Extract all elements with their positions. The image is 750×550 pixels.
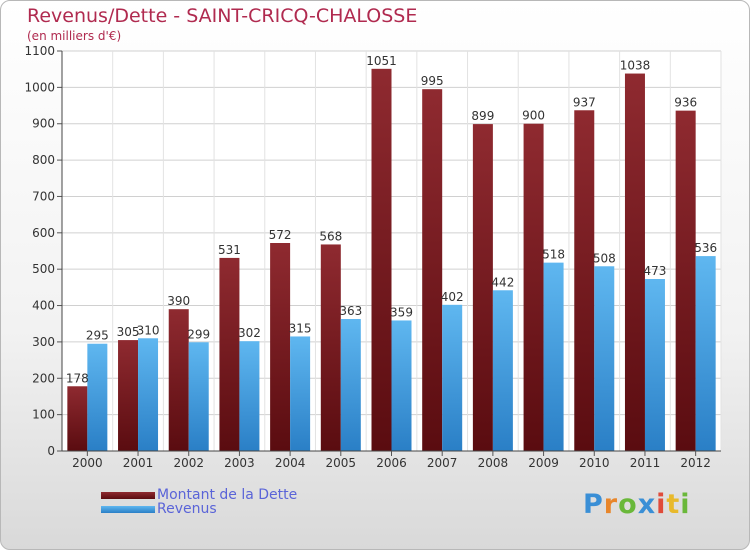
data-label-dette: 936 [674,96,697,110]
x-tick-label: 2012 [680,456,711,470]
legend-swatch-dette [101,491,155,499]
chart-subtitle: (en milliers d'€) [27,29,122,43]
x-tick-label: 2002 [173,456,204,470]
x-tick-label: 2004 [275,456,306,470]
data-label-revenus: 295 [86,329,109,343]
bar-dette [270,243,291,451]
data-label-revenus: 508 [593,251,616,265]
bar-dette [675,110,696,452]
bar-dette [219,257,240,451]
data-label-revenus: 536 [694,241,717,255]
data-label-dette: 178 [66,371,89,385]
data-label-revenus: 442 [491,275,514,289]
proxiti-logo: Proxiti [583,489,691,520]
data-label-dette: 1051 [366,54,397,68]
bar-revenus [543,262,564,451]
x-tick-label: 2009 [528,456,559,470]
data-label-dette: 390 [167,294,190,308]
data-label-revenus: 363 [339,304,362,318]
bar-revenus [391,320,412,451]
data-label-dette: 568 [319,229,342,243]
bar-revenus [340,319,361,451]
bar-dette [422,89,443,451]
y-tick-label: 500 [32,262,55,276]
data-label-revenus: 302 [238,326,261,340]
data-label-revenus: 473 [644,264,667,278]
x-tick-label: 2008 [478,456,509,470]
chart-title: Revenus/Dette - SAINT-CRICQ-CHALOSSE [27,5,418,27]
y-tick-label: 100 [32,408,55,422]
y-tick-label: 300 [32,335,55,349]
y-tick-label: 1100 [24,44,55,58]
legend-label-revenus: Revenus [157,501,217,517]
bar-dette [574,110,595,451]
bar-revenus [290,336,311,451]
y-tick-label: 800 [32,153,55,167]
bar-dette [624,73,645,451]
data-label-dette: 937 [573,95,596,109]
bar-revenus [594,266,615,451]
data-label-revenus: 359 [390,305,413,319]
logo-letter: x [637,489,657,520]
legend-swatch-revenus [101,505,155,513]
logo-letter: o [618,489,638,520]
bar-revenus [188,342,209,451]
bar-dette [371,68,392,452]
bar-revenus [492,290,513,451]
x-tick-label: 2011 [630,456,661,470]
data-label-revenus: 310 [137,323,160,337]
data-label-dette: 572 [269,228,292,242]
x-tick-label: 2007 [427,456,458,470]
x-tick-label: 2001 [123,456,154,470]
legend-label-dette: Montant de la Dette [157,487,298,503]
bar-dette [472,124,493,451]
data-label-dette: 899 [471,109,494,123]
data-label-dette: 1038 [620,59,651,73]
bar-revenus [644,279,665,451]
x-tick-label: 2010 [579,456,610,470]
y-tick-label: 200 [32,371,55,385]
data-label-revenus: 315 [289,321,312,335]
data-label-dette: 995 [421,74,444,88]
bar-revenus [87,343,108,451]
bar-dette [523,123,544,452]
data-label-revenus: 299 [187,327,210,341]
legend-item-dette: Montant de la Dette [101,487,297,503]
bar-revenus [239,341,260,451]
data-label-dette: 531 [218,243,241,257]
logo-letter: i [656,489,667,520]
y-tick-label: 700 [32,189,55,203]
bar-revenus [138,338,159,451]
y-tick-label: 400 [32,299,55,313]
logo-letter: r [603,489,619,520]
legend-item-revenus: Revenus [101,501,217,517]
logo-letter: t [666,489,681,520]
data-label-dette: 900 [522,109,545,123]
bar-dette [67,386,88,451]
data-label-dette: 305 [117,325,140,339]
bar-dette [320,244,341,451]
bar-revenus [442,304,463,451]
logo-letter: i [680,489,691,520]
y-tick-label: 900 [32,117,55,131]
y-tick-label: 0 [47,444,55,458]
x-tick-label: 2006 [376,456,407,470]
x-tick-label: 2003 [224,456,255,470]
x-tick-label: 2005 [326,456,357,470]
bar-dette [168,309,189,451]
data-label-revenus: 518 [542,248,565,262]
x-tick-label: 2000 [72,456,103,470]
data-label-revenus: 402 [441,290,464,304]
bar-dette [118,340,139,451]
logo-letter: P [583,489,604,520]
y-tick-label: 600 [32,226,55,240]
y-tick-label: 1000 [24,80,55,94]
bar-revenus [695,256,716,451]
